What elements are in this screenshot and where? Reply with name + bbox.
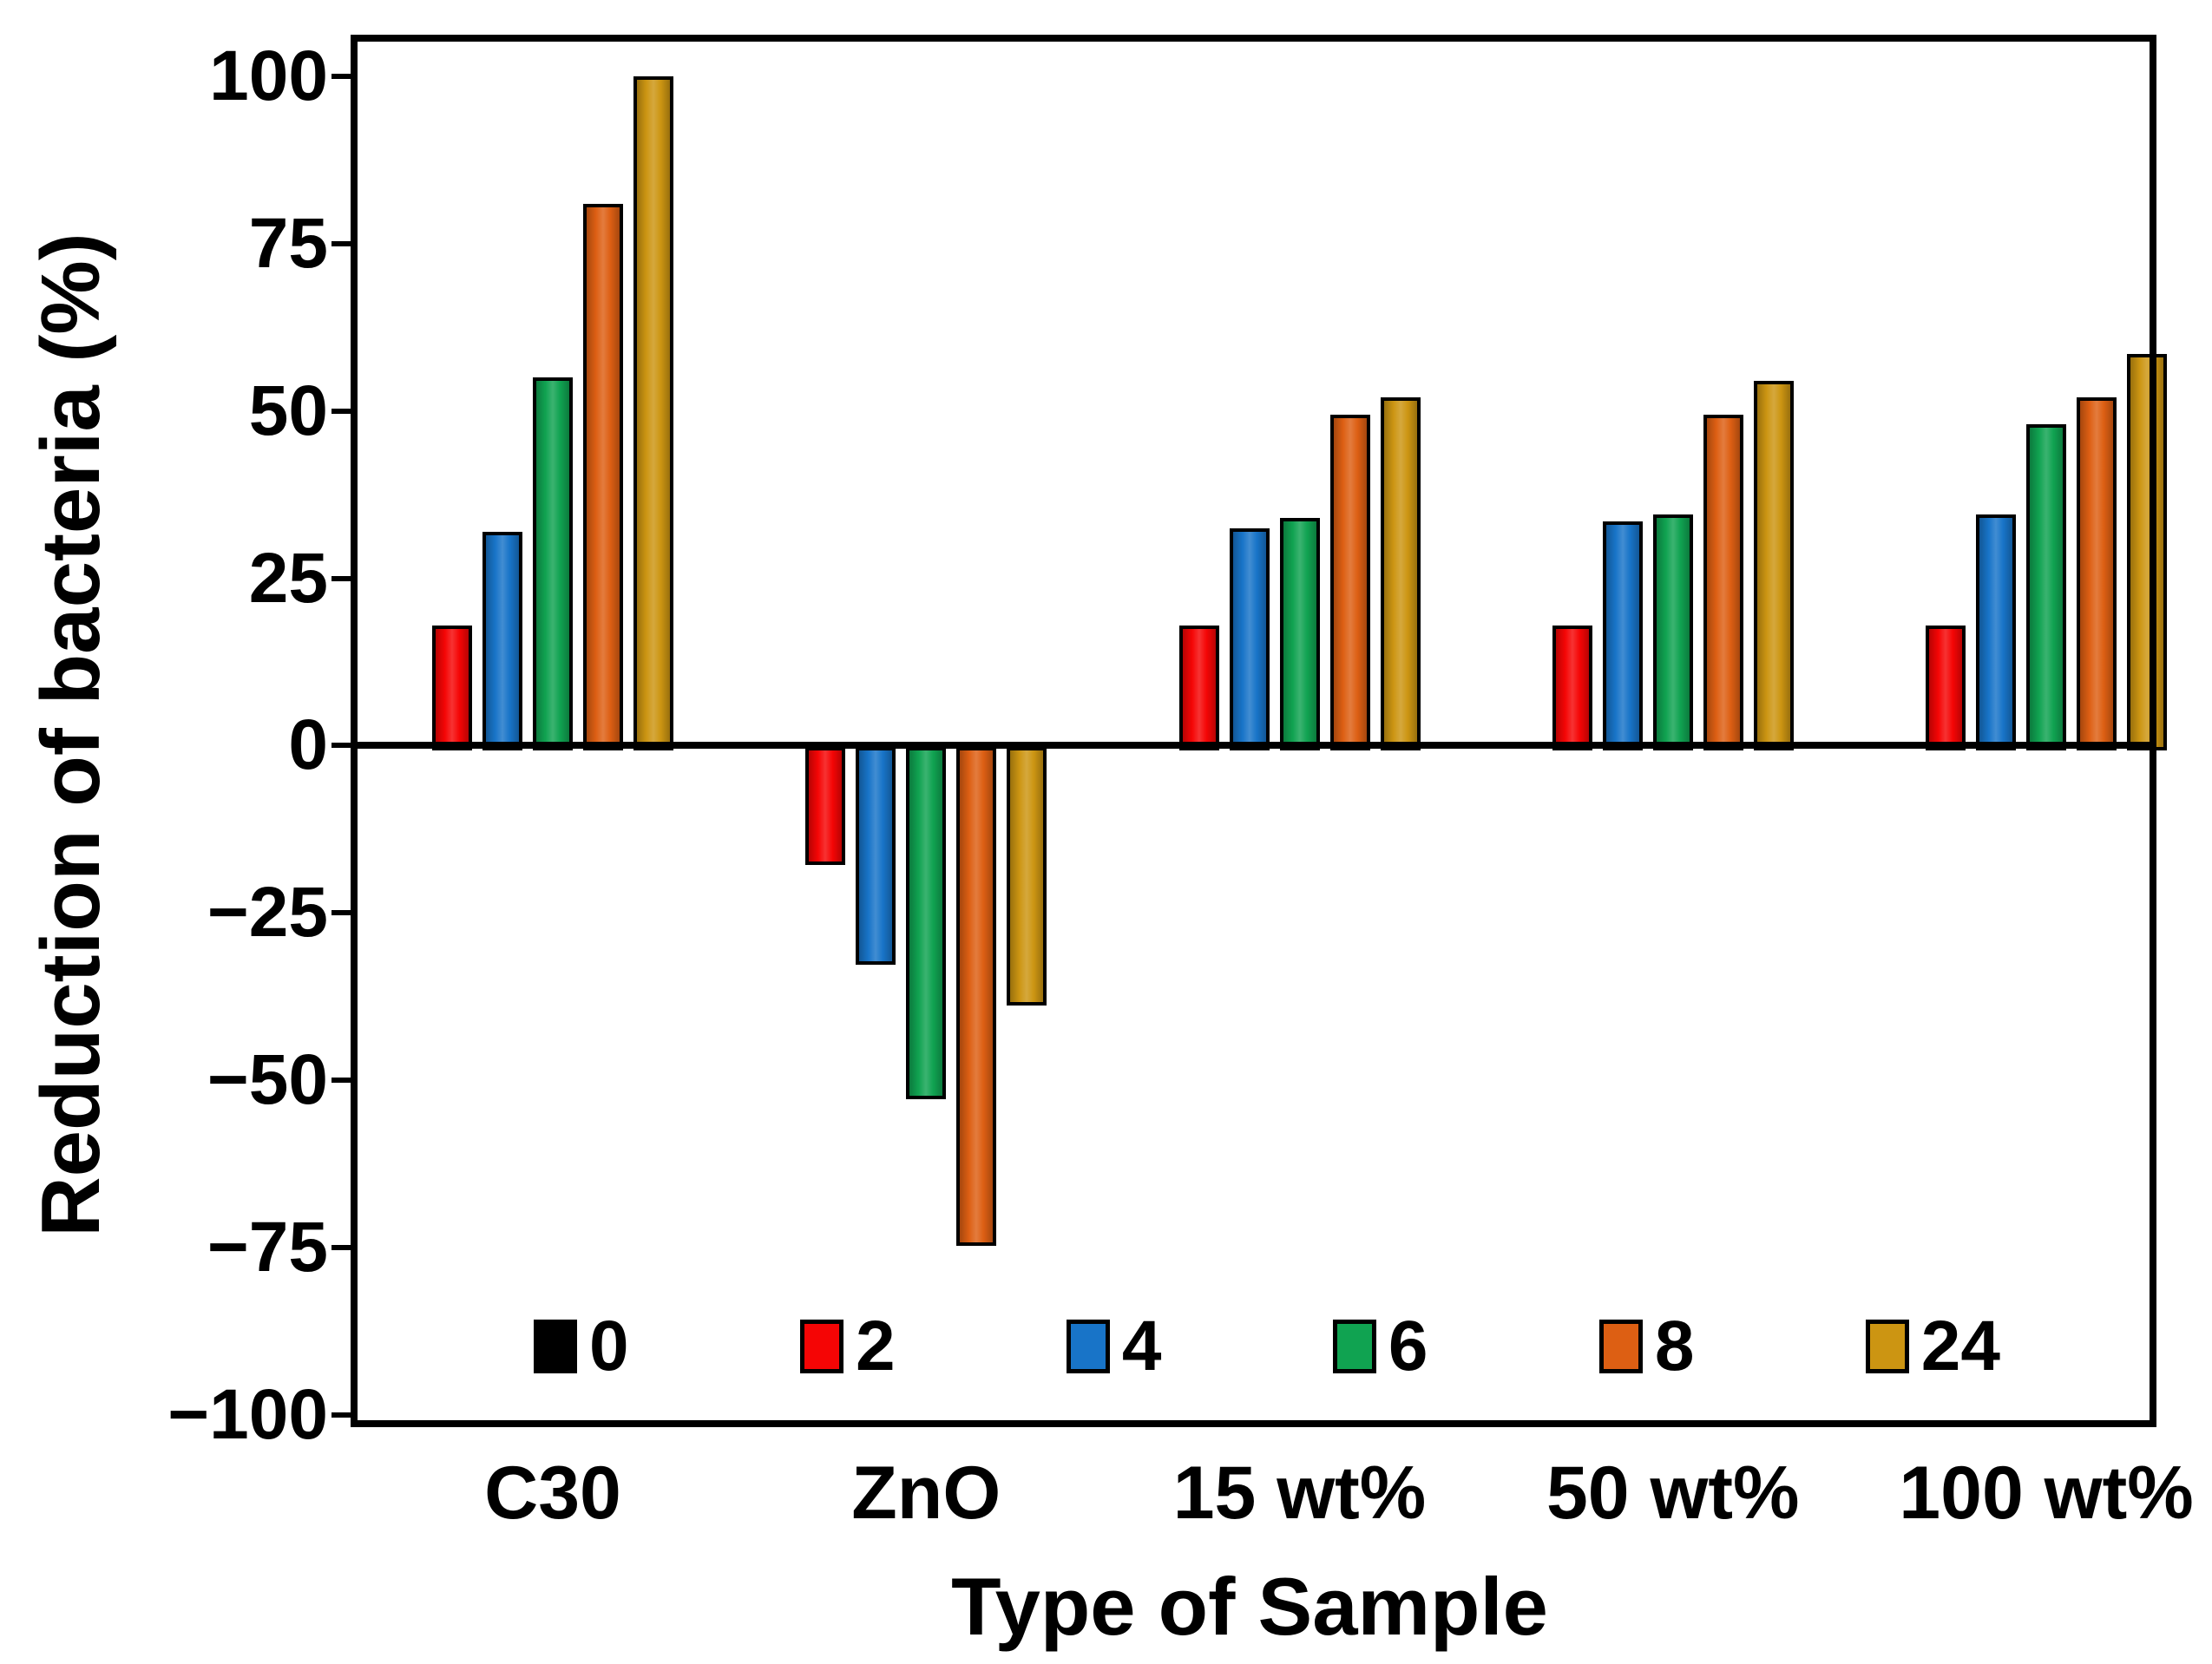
- bar-50-wt%-h6: [1652, 514, 1693, 751]
- bar-c30-h2: [432, 625, 472, 751]
- y-tick-label: 50: [248, 370, 328, 450]
- y-tick-label: −25: [207, 873, 328, 953]
- y-axis-tick: [331, 240, 358, 246]
- legend-item-24: 24: [1865, 1307, 2000, 1386]
- bar-50-wt%-h2: [1552, 625, 1592, 751]
- y-axis-tick: [331, 408, 358, 414]
- bar-100-wt%-h6: [2026, 424, 2066, 751]
- x-tick-label-c30: C30: [484, 1451, 621, 1535]
- legend-item-8: 8: [1598, 1307, 1695, 1386]
- legend-item-4: 4: [1066, 1307, 1162, 1386]
- bar-100-wt%-h8: [2077, 397, 2117, 751]
- x-tick-label-50-wt%: 50 wt%: [1546, 1451, 1800, 1535]
- bar-c30-h24: [633, 76, 673, 751]
- bar-zno-h24: [1007, 747, 1047, 1006]
- y-axis-tick: [331, 74, 358, 80]
- bar-100-wt%-h2: [1926, 625, 1966, 751]
- bar-50-wt%-h4: [1602, 521, 1643, 751]
- bar-50-wt%-h24: [1753, 381, 1794, 751]
- bar-50-wt%-h8: [1703, 414, 1743, 751]
- y-axis-tick: [331, 743, 358, 749]
- legend: 0 2 4 6 8 24: [534, 1307, 2000, 1386]
- y-tick-label: 100: [209, 36, 328, 116]
- bar-zno-h4: [856, 747, 896, 966]
- legend-swatch-6: [1332, 1320, 1376, 1373]
- legend-swatch-4: [1066, 1320, 1110, 1373]
- x-tick-label-zno: ZnO: [851, 1451, 1001, 1535]
- y-axis-tick: [331, 1412, 358, 1418]
- y-axis-tick: [331, 910, 358, 916]
- y-tick-label: −100: [167, 1374, 328, 1454]
- y-tick-label: 25: [248, 538, 328, 618]
- legend-label-6: 6: [1388, 1307, 1428, 1386]
- legend-swatch-8: [1598, 1320, 1643, 1373]
- legend-swatch-0: [534, 1320, 577, 1373]
- legend-label-2: 2: [855, 1307, 896, 1386]
- legend-item-0: 0: [534, 1311, 629, 1382]
- x-tick-label-100-wt%: 100 wt%: [1899, 1451, 2194, 1535]
- x-tick-label-15-wt%: 15 wt%: [1172, 1451, 1427, 1535]
- bar-15-wt%-h2: [1178, 625, 1219, 751]
- bar-100-wt%-h24: [2127, 354, 2167, 751]
- y-tick-label: 75: [248, 203, 328, 283]
- bar-zno-h8: [956, 747, 997, 1247]
- legend-label-24: 24: [1920, 1307, 2000, 1386]
- bar-zno-h2: [805, 747, 846, 865]
- y-tick-label: 0: [288, 705, 328, 785]
- zero-axis-line: [358, 742, 2150, 750]
- legend-swatch-2: [799, 1320, 843, 1373]
- bar-c30-h4: [482, 531, 522, 751]
- legend-item-2: 2: [799, 1307, 896, 1386]
- legend-label-0: 0: [589, 1307, 629, 1386]
- legend-item-6: 6: [1332, 1307, 1428, 1386]
- bar-15-wt%-h6: [1279, 518, 1320, 751]
- y-axis-tick: [331, 1244, 358, 1250]
- y-tick-label: −50: [207, 1040, 328, 1120]
- bar-zno-h6: [906, 747, 947, 1099]
- bar-c30-h8: [583, 203, 623, 751]
- y-axis-tick: [331, 575, 358, 581]
- legend-label-8: 8: [1654, 1307, 1695, 1386]
- x-axis-title: Type of Sample: [951, 1561, 1548, 1652]
- y-tick-label: −75: [207, 1207, 328, 1287]
- legend-label-4: 4: [1121, 1307, 1162, 1386]
- legend-swatch-24: [1865, 1320, 1909, 1373]
- bar-c30-h6: [533, 377, 573, 751]
- bar-100-wt%-h4: [1976, 514, 2016, 751]
- bar-15-wt%-h24: [1380, 397, 1421, 751]
- bar-15-wt%-h8: [1329, 414, 1370, 751]
- y-axis-tick: [331, 1078, 358, 1084]
- bar-15-wt%-h4: [1229, 527, 1270, 751]
